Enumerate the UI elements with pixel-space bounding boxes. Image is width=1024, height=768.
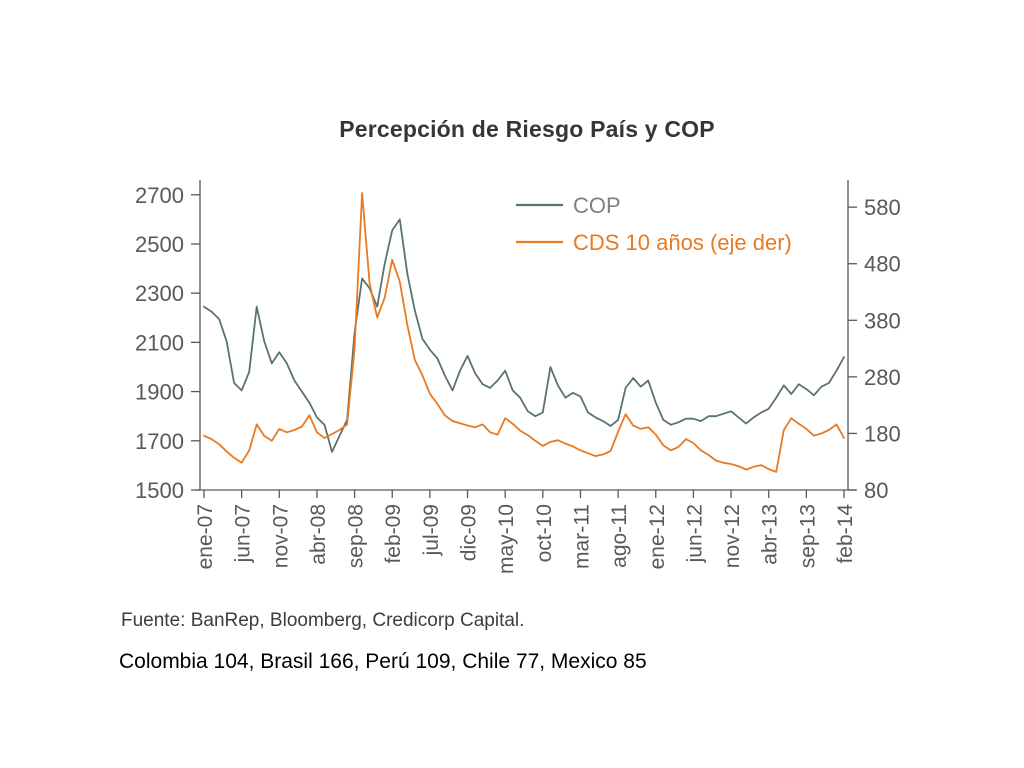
right-tick-label: 180: [864, 421, 901, 446]
x-tick-label: sep-08: [345, 504, 368, 568]
left-tick-label: 1900: [135, 380, 184, 405]
x-tick-label: jun-07: [232, 504, 255, 563]
left-tick-label: 2300: [135, 281, 184, 306]
x-tick-label: mar-11: [570, 504, 593, 569]
x-tick-label: feb-09: [382, 504, 405, 564]
right-tick-label: 280: [864, 365, 901, 390]
x-tick-label: dic-09: [458, 504, 481, 561]
legend-label: CDS 10 años (eje der): [573, 230, 792, 255]
x-tick-label: jun-12: [683, 504, 706, 563]
right-tick-label: 80: [864, 478, 888, 503]
x-tick-label: feb-14: [834, 504, 857, 564]
cds-values-text: Colombia 104, Brasil 166, Perú 109, Chil…: [119, 650, 647, 673]
left-tick-label: 1700: [135, 429, 184, 454]
x-tick-label: may-10: [495, 504, 518, 574]
legend-label: COP: [573, 193, 621, 218]
x-tick-label: ene-07: [194, 504, 217, 569]
right-tick-label: 380: [864, 308, 901, 333]
x-tick-label: ene-12: [646, 504, 669, 569]
x-tick-label: oct-10: [533, 504, 556, 562]
left-tick-label: 2100: [135, 330, 184, 355]
chart-title: Percepción de Riesgo País y COP: [339, 116, 715, 142]
axes: [191, 180, 857, 498]
x-tick-label: abr-13: [759, 504, 782, 565]
right-tick-label: 580: [864, 195, 901, 220]
x-tick-label: ago-11: [608, 504, 631, 568]
x-tick-label: nov-12: [721, 504, 744, 568]
left-tick-label: 1500: [135, 478, 184, 503]
x-tick-label: abr-08: [307, 504, 330, 565]
legend: COP CDS 10 años (eje der): [516, 193, 792, 255]
x-tick-label: nov-07: [269, 504, 292, 568]
source-note: Fuente: BanRep, Bloomberg, Credicorp Cap…: [121, 610, 525, 631]
x-tick-label: sep-13: [796, 504, 819, 568]
right-tick-label: 480: [864, 252, 901, 277]
left-tick-label: 2500: [135, 232, 184, 257]
left-tick-label: 2700: [135, 183, 184, 208]
cop-line: [203, 218, 845, 453]
cds-line: [203, 192, 845, 473]
x-tick-label: jul-09: [420, 504, 443, 556]
